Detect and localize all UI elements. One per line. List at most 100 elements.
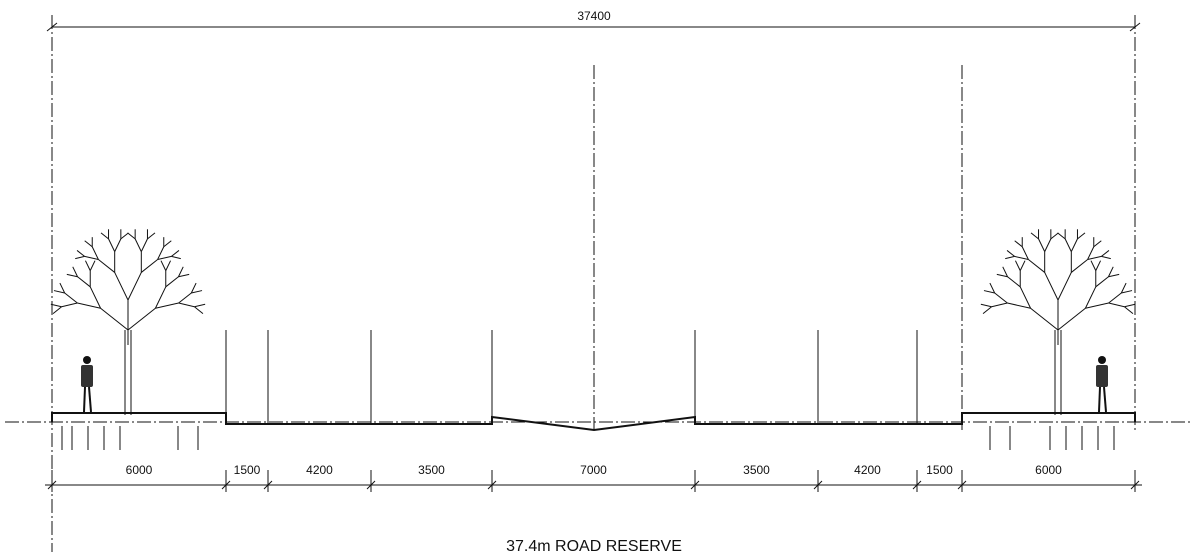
tree-branch [114,238,122,252]
tree-branch [84,255,99,260]
segment-dimension: 7000 [580,463,607,477]
tree-branch [108,238,116,252]
tree-branch [982,306,992,315]
tree-branch [163,240,172,248]
tree-branch [1007,302,1031,309]
dim-tick [957,480,967,490]
tree-branch [1044,238,1052,252]
tree-branch [66,273,78,278]
tree-branch [996,273,1008,278]
tree-branch [1095,276,1109,288]
tree-branch [147,232,156,240]
tree-branch [1044,272,1059,301]
tree-branch [52,306,62,315]
tree-branch [1108,292,1122,304]
tree-branch [1090,260,1097,271]
dim-tick [690,480,700,490]
segment-dimension: 6000 [1035,463,1062,477]
tree-branch [1019,286,1032,309]
tree-branch [178,292,192,304]
segment-dimension: 3500 [418,463,445,477]
tree-branch [1014,260,1021,271]
dim-tick [221,480,231,490]
tree-branch [127,272,142,301]
tree-branch [1007,276,1021,288]
tree-branch [1064,238,1072,252]
tree-branch [64,292,78,304]
tree-branch [1019,260,1026,271]
tree-branch [1108,273,1120,278]
tree-branch [1124,306,1134,315]
tree-branch [1028,259,1046,273]
tree-branch [1087,255,1102,260]
tree-branch [165,276,179,288]
tree-branch [120,232,129,240]
tree-branch [1006,250,1015,257]
tree-branch [1005,255,1015,260]
person-leg [1103,386,1107,413]
tree-branch [178,273,190,278]
tree-branch [1050,232,1059,240]
tree-branch [1057,307,1086,331]
tree-branch [1038,238,1046,252]
dim-tick [1130,480,1140,490]
person-leg [83,386,86,413]
segment-dimension: 1500 [926,463,953,477]
dim-tick [263,480,273,490]
tree-branch [157,246,165,260]
tree-branch [1101,255,1111,260]
tree-branch [980,303,992,308]
dim-tick [1129,22,1141,32]
tree-branch [84,240,93,248]
tree-branch [98,259,116,273]
segment-dimension: 3500 [743,463,770,477]
tree-branch [61,302,78,308]
dim-tick [813,480,823,490]
tree-branch [127,307,156,331]
tree-branch [1108,302,1125,308]
tree-branch [140,238,148,252]
title: 37.4m ROAD RESERVE [506,538,682,555]
tree-branch [75,255,85,260]
tree-branch [77,302,101,309]
tree-branch [1014,240,1023,248]
tree-branch [140,259,158,273]
tree-branch [1070,238,1078,252]
tree-branch [89,286,102,309]
segment-dimension: 4200 [306,463,333,477]
person-body [81,365,93,387]
tree-branch [1030,232,1039,240]
tree-branch [1014,255,1029,260]
tree-branch [1077,232,1086,240]
tree-branch [983,290,995,294]
tree-branch [155,302,179,309]
tree-branch [1120,282,1127,294]
tree-branch [177,266,184,277]
tree-branch [1002,266,1009,277]
tree-branch [1093,240,1102,248]
tree-branch [77,276,91,288]
tree-branch [89,260,96,271]
tree-branch [91,246,99,260]
tree-branch [1101,250,1110,257]
person-body [1096,365,1108,387]
tree-branch [160,260,167,271]
tree-branch [1095,260,1102,271]
tree-branch [1107,266,1114,277]
tree-branch [72,266,79,277]
tree-branch [171,255,181,260]
overall-dimension: 37400 [577,9,611,23]
dim-tick [47,480,57,490]
tree-branch [50,303,62,308]
tree-branch [194,306,204,315]
tree-branch [989,282,996,294]
tree-branch [1087,246,1095,260]
tree-branch [114,272,129,301]
tree-branch [157,255,172,260]
tree-branch [53,290,65,294]
tree-branch [76,250,85,257]
tree-branch [1084,286,1097,309]
segment-dimension: 6000 [126,463,153,477]
tree-branch [1070,259,1088,273]
